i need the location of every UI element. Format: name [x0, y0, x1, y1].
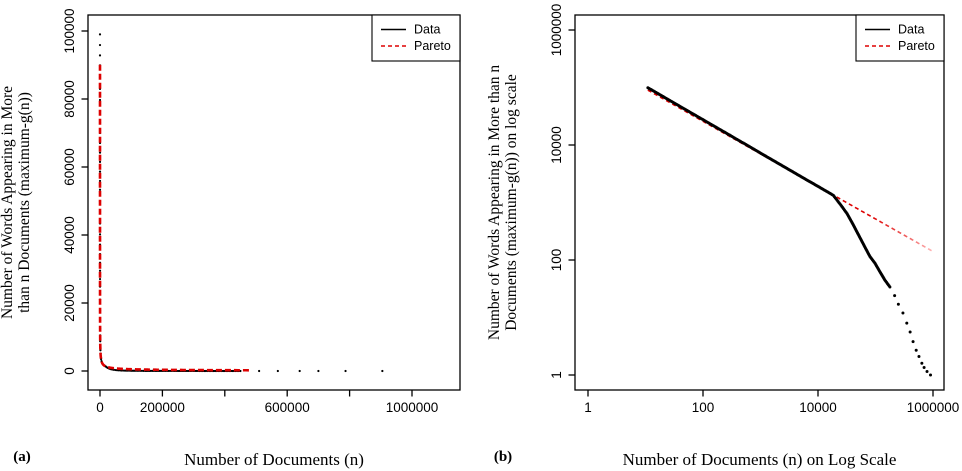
y-tick-label: 100	[549, 249, 564, 272]
y-axis-title-line2: Documents (maximum-g(n)) on log scale	[503, 74, 520, 331]
data-point	[381, 369, 384, 373]
data-point	[231, 369, 234, 373]
data-point	[922, 366, 926, 370]
data-point	[925, 370, 929, 374]
y-axis-title-line1: Number of Words Appearing in More	[0, 86, 16, 319]
data-point	[98, 170, 102, 173]
data-point	[914, 348, 918, 352]
x-axis-title: Number of Documents (n)	[184, 450, 364, 469]
y-tick-label: 40000	[62, 216, 77, 254]
data-point	[298, 369, 301, 373]
data-point	[344, 369, 347, 373]
data-point	[98, 179, 102, 183]
data-point	[901, 311, 905, 315]
data-point	[185, 369, 189, 373]
data-point	[98, 160, 102, 163]
data-point	[204, 369, 207, 373]
data-point	[905, 321, 909, 325]
data-point	[98, 233, 102, 236]
data-point	[98, 269, 102, 272]
data-point	[920, 361, 924, 365]
chart-b-svg: 1 100 10000 1000000 1 100 10000 1000000 Number o…	[486, 4, 960, 469]
data-point	[908, 330, 912, 334]
legend-box	[855, 14, 945, 62]
data-point	[98, 151, 102, 154]
y-tick-label: 0	[62, 367, 77, 375]
plot-box	[87, 14, 461, 391]
y-tick-label: 1000000	[549, 4, 564, 57]
data-point	[149, 369, 152, 372]
y-axis-title-line2: than n Documents (maximum-g(n))	[16, 92, 33, 313]
panel-label: (a)	[13, 449, 31, 465]
legend-label-pareto: Pareto	[898, 39, 935, 53]
data-point	[168, 369, 172, 373]
data-point	[140, 369, 144, 372]
plot-box	[574, 14, 945, 391]
y-axis-title-line1: Number of Words Appearing in More than n	[486, 65, 503, 341]
x-tick-label: 200000	[140, 400, 185, 415]
pareto-line	[98, 64, 250, 372]
y-tick-label: 1	[549, 371, 564, 379]
x-axis-title: Number of Documents (n) on Log Scale	[623, 450, 897, 469]
data-point	[929, 373, 933, 377]
data-point	[98, 33, 102, 36]
x-tick-label: 0	[96, 400, 104, 415]
data-point	[917, 354, 921, 358]
data-point	[98, 43, 102, 47]
data-point	[222, 369, 225, 373]
data-point	[893, 294, 897, 298]
y-tick-label: 20000	[62, 284, 77, 322]
data-point	[258, 369, 261, 373]
data-point	[98, 98, 102, 102]
data-points	[98, 33, 384, 373]
x-tick-label: 1000000	[907, 400, 960, 415]
data-point	[98, 277, 102, 281]
y-tick-label: 100000	[62, 8, 77, 53]
y-tick-label: 60000	[62, 148, 77, 186]
x-tick-label: 10000	[799, 400, 837, 415]
data-point	[214, 369, 217, 373]
y-tick-label: 10000	[549, 126, 564, 164]
legend-label-pareto: Pareto	[414, 39, 451, 53]
legend-label-data: Data	[898, 23, 924, 37]
x-tick-label: 1000000	[386, 400, 439, 415]
data-point	[911, 340, 915, 344]
chart-a-svg: 0 200000 600000 1000000 0 20000 40000 60000 8000…	[0, 8, 461, 469]
legend-label-data: Data	[414, 23, 440, 37]
data-point	[212, 369, 215, 373]
panel-b: 1 100 10000 1000000 1 100 10000 1000000 Number o…	[481, 0, 962, 471]
y-tick-label: 80000	[62, 80, 77, 118]
data-point	[888, 285, 892, 289]
data-point	[276, 369, 279, 373]
data-points	[646, 86, 933, 377]
x-tick-label: 600000	[265, 400, 310, 415]
data-point	[98, 188, 102, 191]
panel-label: (b)	[494, 449, 512, 465]
data-point	[317, 369, 320, 373]
legend-box	[371, 14, 461, 62]
x-tick-label: 100	[692, 400, 715, 415]
x-tick-label: 1	[584, 400, 592, 415]
data-point	[98, 54, 102, 57]
panel-a: 0 200000 600000 1000000 0 20000 40000 60000 8000…	[0, 8, 461, 469]
data-point	[896, 302, 900, 306]
